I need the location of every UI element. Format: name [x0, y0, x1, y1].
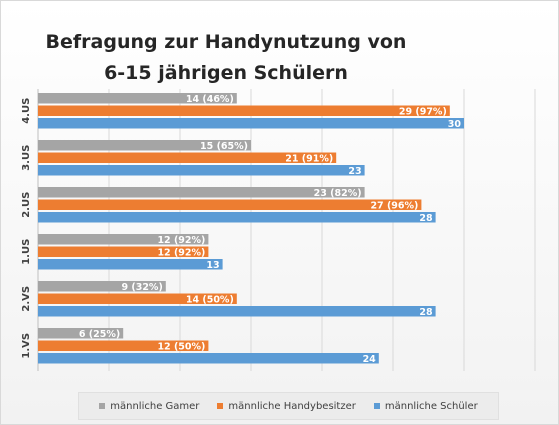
- data-label-m-nnliche-gamer-1-us: 12 (92%): [157, 235, 205, 246]
- bar-m-nnliche-handybesitzer-4-us: [38, 105, 450, 116]
- legend-item-schueler: männliche Schüler: [373, 400, 478, 412]
- data-label-m-nnliche-gamer-4-us: 14 (46%): [186, 94, 234, 105]
- bar-m-nnliche-handybesitzer-2-vs: [38, 293, 237, 304]
- legend-swatch-gamer: [99, 403, 106, 409]
- data-label-m-nnliche-handybesitzer-1-vs: 12 (50%): [157, 341, 205, 352]
- legend-item-handybesitzer: männliche Handybesitzer: [217, 400, 356, 412]
- category-label-2-vs: 2.VS: [21, 286, 32, 312]
- data-label-m-nnliche-gamer-2-us: 23 (82%): [314, 188, 362, 199]
- bar-m-nnliche-gamer-1-us: [38, 234, 209, 245]
- data-label-m-nnliche-sch-ler-2-vs: 28: [419, 307, 433, 318]
- data-label-m-nnliche-gamer-2-vs: 9 (32%): [121, 282, 162, 293]
- data-label-m-nnliche-sch-ler-4-us: 30: [448, 119, 462, 130]
- category-label-4-us: 4.US: [21, 98, 32, 124]
- bar-m-nnliche-gamer-4-us: [38, 93, 237, 104]
- bar-m-nnliche-sch-ler-2-vs: [38, 306, 436, 317]
- category-label-1-vs: 1.VS: [21, 333, 32, 359]
- legend-label-handybesitzer: männliche Handybesitzer: [228, 400, 356, 412]
- bar-m-nnliche-gamer-3-us: [38, 140, 251, 151]
- bar-m-nnliche-gamer-1-vs: [38, 328, 124, 339]
- legend-swatch-handybesitzer: [217, 403, 224, 409]
- bar-m-nnliche-sch-ler-1-us: [38, 259, 223, 270]
- data-label-m-nnliche-gamer-1-vs: 6 (25%): [79, 329, 120, 340]
- bar-m-nnliche-sch-ler-3-us: [38, 165, 365, 176]
- bar-m-nnliche-sch-ler-1-vs: [38, 353, 379, 364]
- chart-title-line-1: Befragung zur Handynutzung von: [45, 31, 407, 53]
- bar-m-nnliche-handybesitzer-1-vs: [38, 340, 209, 351]
- bar-m-nnliche-gamer-2-us: [38, 187, 365, 198]
- data-label-m-nnliche-sch-ler-2-us: 28: [419, 213, 433, 224]
- bar-m-nnliche-handybesitzer-2-us: [38, 199, 422, 210]
- chart-title: Befragung zur Handynutzung von 6-15 jähr…: [41, 27, 411, 89]
- data-label-m-nnliche-handybesitzer-2-us: 27 (96%): [370, 200, 418, 211]
- data-label-m-nnliche-sch-ler-1-us: 13: [206, 260, 219, 271]
- data-label-m-nnliche-gamer-3-us: 15 (65%): [200, 141, 248, 152]
- data-label-m-nnliche-handybesitzer-2-vs: 14 (50%): [186, 294, 234, 305]
- bar-m-nnliche-sch-ler-2-us: [38, 212, 436, 223]
- category-label-2-us: 2.US: [21, 192, 32, 218]
- data-label-m-nnliche-sch-ler-1-vs: 24: [363, 354, 377, 365]
- legend-label-gamer: männliche Gamer: [110, 400, 200, 412]
- legend-item-gamer: männliche Gamer: [99, 401, 199, 412]
- category-label-1-us: 1.US: [21, 239, 32, 265]
- bar-m-nnliche-handybesitzer-3-us: [38, 152, 337, 163]
- legend-swatch-schueler: [373, 403, 380, 409]
- data-label-m-nnliche-handybesitzer-1-us: 12 (92%): [157, 247, 205, 258]
- data-label-m-nnliche-handybesitzer-4-us: 29 (97%): [399, 106, 447, 117]
- bar-m-nnliche-sch-ler-4-us: [38, 118, 464, 129]
- bar-m-nnliche-handybesitzer-1-us: [38, 246, 209, 257]
- legend: männliche Gamer männliche Handybesitzer …: [78, 392, 499, 420]
- data-label-m-nnliche-handybesitzer-3-us: 21 (91%): [285, 153, 333, 164]
- data-label-m-nnliche-sch-ler-3-us: 23: [348, 166, 361, 177]
- chart-title-line-2: 6-15 jährigen Schülern: [104, 62, 348, 84]
- bar-m-nnliche-gamer-2-vs: [38, 281, 166, 292]
- legend-label-schueler: männliche Schüler: [384, 400, 478, 412]
- category-label-3-us: 3.US: [21, 145, 32, 171]
